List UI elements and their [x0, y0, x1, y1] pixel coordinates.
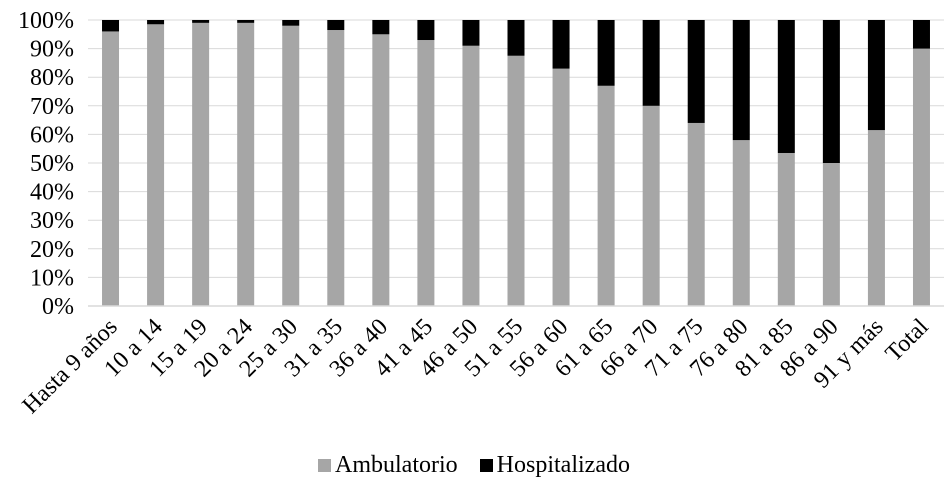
- bar-hospitalizado: [147, 20, 165, 25]
- bar-ambulatorio: [147, 24, 165, 306]
- bar-ambulatorio: [327, 30, 345, 306]
- bar-ambulatorio: [822, 163, 840, 306]
- bar-hospitalizado: [327, 20, 345, 31]
- bar-ambulatorio: [192, 22, 210, 307]
- bar-ambulatorio: [462, 45, 480, 307]
- bar-hospitalizado: [597, 20, 615, 86]
- bar-hospitalizado: [822, 20, 840, 163]
- legend-label-hospitalizado: Hospitalizado: [496, 452, 630, 478]
- bar-hospitalizado: [372, 20, 390, 35]
- legend-item-ambulatorio: Ambulatorio: [318, 452, 458, 479]
- y-tick-label: 0%: [42, 294, 74, 320]
- bar-ambulatorio: [777, 152, 795, 306]
- bar-hospitalizado: [732, 20, 750, 141]
- bar-hospitalizado: [192, 20, 210, 23]
- bar-hospitalizado: [552, 20, 570, 69]
- bar-ambulatorio: [642, 105, 660, 306]
- legend-label-ambulatorio: Ambulatorio: [335, 452, 458, 478]
- bar-ambulatorio: [372, 34, 390, 307]
- bar-ambulatorio: [102, 31, 120, 306]
- bar-hospitalizado: [777, 20, 795, 153]
- bar-hospitalizado: [462, 20, 480, 46]
- legend-item-hospitalizado: Hospitalizado: [479, 452, 630, 479]
- bar-ambulatorio: [687, 122, 705, 307]
- bar-ambulatorio: [417, 40, 435, 307]
- bar-ambulatorio: [282, 25, 300, 306]
- bar-hospitalizado: [417, 20, 435, 41]
- bar-ambulatorio: [867, 130, 885, 306]
- y-tick-label: 40%: [30, 180, 74, 206]
- bar-ambulatorio: [552, 68, 570, 307]
- bar-ambulatorio: [507, 55, 525, 306]
- legend: Ambulatorio Hospitalizado: [0, 452, 948, 479]
- bars: [102, 20, 930, 307]
- bar-ambulatorio: [732, 140, 750, 306]
- y-tick-label: 90%: [30, 37, 74, 63]
- legend-swatch-ambulatorio: [318, 459, 332, 472]
- bar-ambulatorio: [237, 22, 255, 307]
- y-tick-label: 100%: [18, 8, 74, 34]
- y-tick-label: 10%: [30, 265, 74, 291]
- bar-ambulatorio: [597, 85, 615, 306]
- x-tick-label: Total: [881, 314, 934, 367]
- y-tick-label: 70%: [30, 94, 74, 120]
- bar-hospitalizado: [687, 20, 705, 123]
- y-tick-label: 20%: [30, 237, 74, 263]
- y-tick-label: 80%: [30, 65, 74, 91]
- y-tick-label: 30%: [30, 208, 74, 234]
- bar-hospitalizado: [282, 20, 300, 26]
- bar-hospitalizado: [102, 20, 120, 32]
- y-axis-tick-labels: 0% 10%20% 30%40% 50% 60%70% 80%90% 100%: [18, 8, 74, 320]
- bar-hospitalizado: [507, 20, 525, 56]
- legend-swatch-hospitalizado: [479, 459, 493, 472]
- y-tick-label: 50%: [30, 151, 74, 177]
- bar-hospitalizado: [642, 20, 660, 106]
- bar-hospitalizado: [912, 20, 930, 49]
- bar-ambulatorio: [912, 48, 930, 306]
- bar-hospitalizado: [867, 20, 885, 131]
- y-tick-label: 60%: [30, 122, 74, 148]
- bar-hospitalizado: [237, 20, 255, 23]
